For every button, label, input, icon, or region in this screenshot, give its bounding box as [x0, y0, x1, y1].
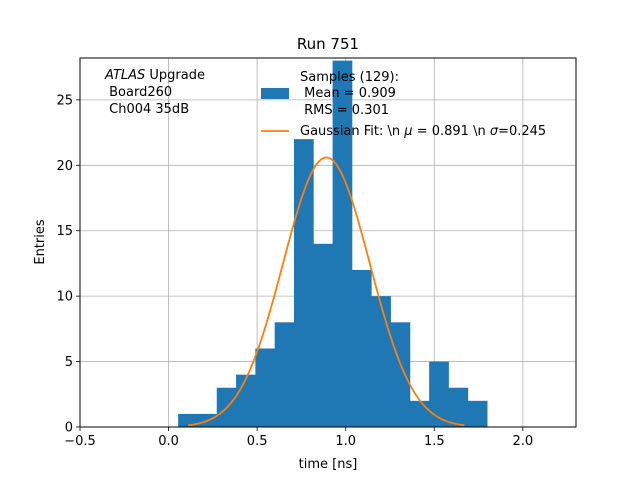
y-axis-ticks: 0 5 10 15 20 25	[56, 93, 80, 436]
legend-fit-sigma: σ	[490, 124, 499, 139]
histogram-bar	[255, 348, 276, 427]
annotation-line-2: Board260	[105, 85, 172, 100]
histogram-bar	[429, 361, 449, 427]
histogram-bar	[351, 269, 372, 427]
x-tick-label: −0.5	[64, 434, 96, 449]
gaussian-fit-curve	[187, 156, 465, 427]
x-tick-label: 0.5	[247, 434, 268, 449]
legend-fit-mu: μ	[403, 124, 412, 139]
histogram-bar	[332, 60, 353, 428]
histogram-bar	[448, 387, 469, 427]
histogram-bar	[274, 322, 295, 427]
histogram-bar	[313, 243, 334, 427]
legend-text-mean: Mean = 0.909	[300, 86, 396, 101]
x-tick-label: 2.0	[513, 434, 534, 449]
annotation-line-3: Ch004 35dB	[105, 102, 189, 117]
legend-swatch-histogram	[261, 88, 289, 99]
chart-title: Run 751	[297, 35, 359, 53]
x-axis-ticks: −0.5 0.0 0.5 1.0 1.5 2.0	[64, 427, 533, 449]
y-tick-label: 10	[56, 290, 73, 305]
x-tick-label: 1.5	[424, 434, 445, 449]
gaussian-fit	[187, 156, 465, 427]
y-tick-label: 15	[56, 224, 73, 239]
y-tick-label: 0	[65, 421, 73, 436]
atlas-annotation: ATLAS Upgrade Board260 Ch004 35dB	[104, 68, 205, 117]
legend-text-fit: Gaussian Fit: \n μ = 0.891 \n σ=0.245	[300, 124, 546, 139]
legend-fit-suffix: =0.245	[498, 124, 546, 139]
histogram-bar	[371, 296, 391, 427]
histogram-bar	[409, 400, 430, 427]
y-tick-label: 25	[56, 93, 73, 108]
histogram-bar	[293, 139, 314, 427]
annotation-line-1: ATLAS Upgrade	[104, 68, 205, 83]
plot-frame	[79, 57, 577, 428]
annotation-upgrade: Upgrade	[145, 68, 205, 83]
legend-text-samples: Samples (129):	[300, 70, 399, 85]
x-axis-label: time [ns]	[299, 457, 358, 472]
annotation-atlas: ATLAS	[104, 68, 145, 83]
legend-fit-mid: = 0.891 \n	[413, 124, 490, 139]
histogram-bar	[236, 374, 256, 427]
legend-text-rms: RMS = 0.301	[300, 103, 389, 118]
x-tick-label: 1.0	[335, 434, 356, 449]
histogram-bar	[390, 322, 411, 427]
histogram-bar	[467, 400, 488, 427]
x-tick-label: 0.0	[158, 434, 179, 449]
y-axis-label: Entries	[33, 219, 48, 265]
legend-fit-prefix: Gaussian Fit: \n	[300, 124, 404, 139]
y-tick-label: 5	[65, 355, 73, 370]
y-tick-label: 20	[56, 159, 73, 174]
legend: Samples (129): Mean = 0.909 RMS = 0.301 …	[261, 70, 546, 139]
